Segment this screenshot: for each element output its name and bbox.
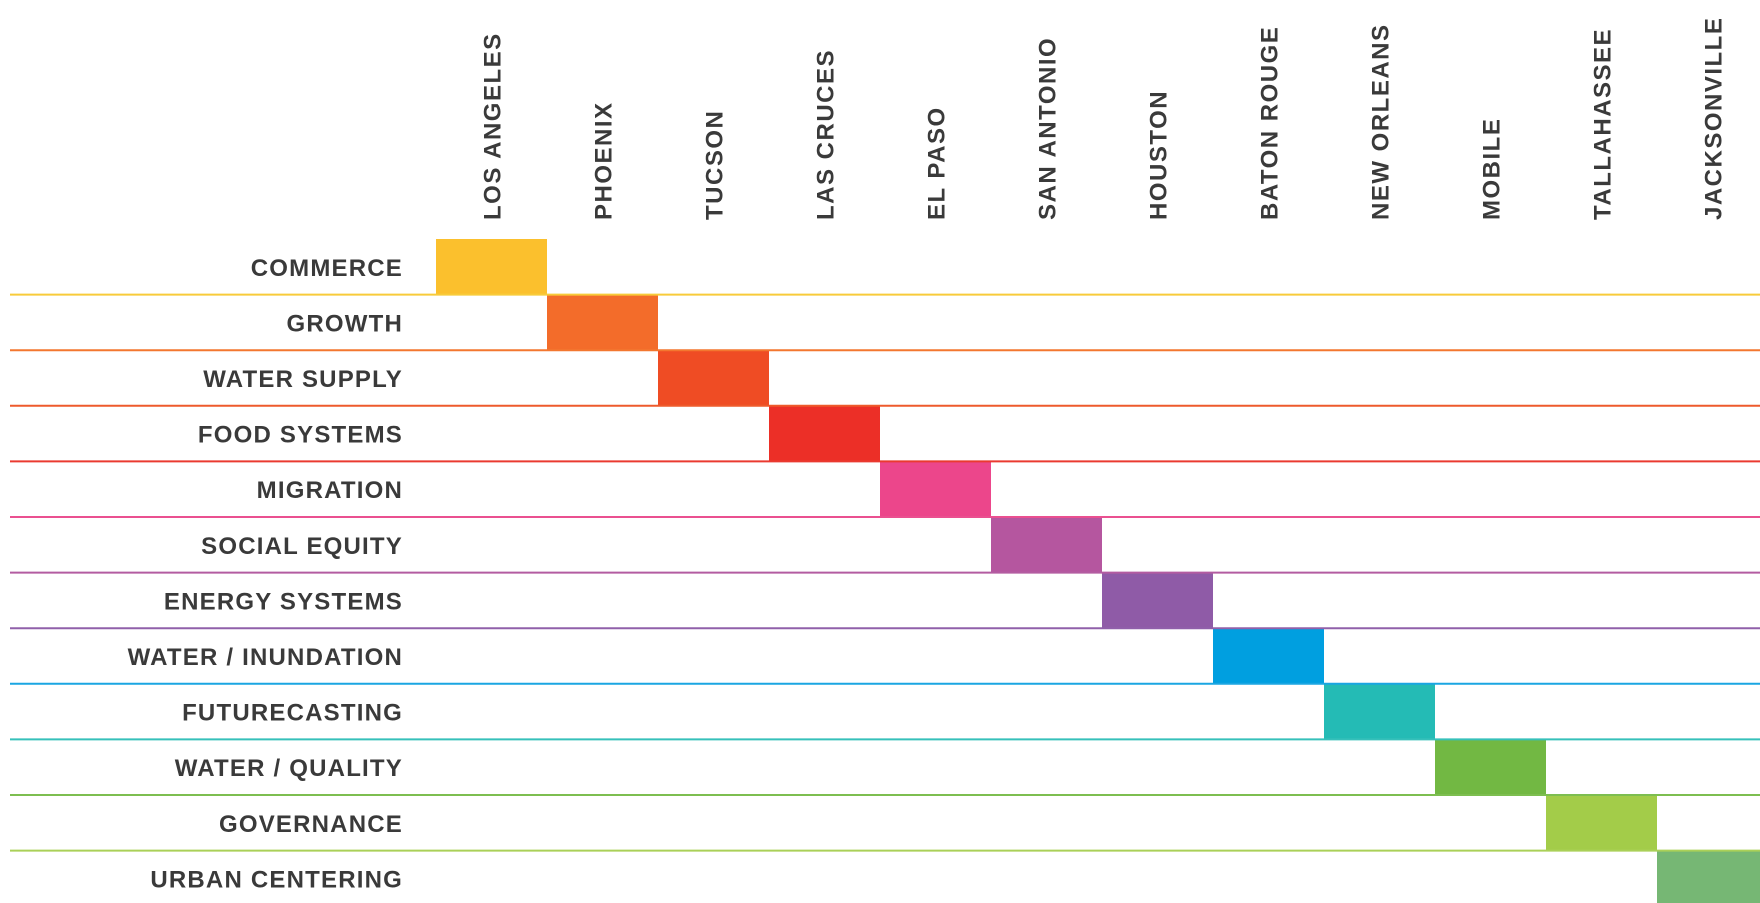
cell-water-quality [1435, 739, 1546, 795]
city-label-houston: HOUSTON [1146, 90, 1173, 220]
row-divider-lines [10, 293, 1760, 852]
city-label-el-paso: EL PASO [924, 106, 951, 220]
theme-cells [436, 239, 1760, 903]
cell-governance [1546, 795, 1657, 851]
theme-label-futurecasting: FUTURECASTING [182, 700, 403, 727]
cell-water-supply [658, 350, 769, 406]
theme-row-labels: COMMERCE GROWTH WATER SUPPLY FOOD SYSTEMS MI… [128, 255, 403, 894]
city-label-san-antonio: SAN ANTONIO [1035, 37, 1062, 220]
city-label-las-cruces: LAS CRUCES [813, 49, 840, 220]
theme-label-energy-systems: ENERGY SYSTEMS [164, 588, 403, 615]
theme-label-commerce: COMMERCE [251, 255, 403, 282]
theme-label-water-inundation: WATER / INUNDATION [128, 644, 403, 671]
city-label-new-orleans: NEW ORLEANS [1368, 24, 1395, 221]
theme-label-food-systems: FOOD SYSTEMS [198, 422, 403, 449]
cell-futurecasting [1324, 683, 1435, 740]
theme-label-governance: GOVERNANCE [219, 811, 403, 838]
theme-label-water-supply: WATER SUPPLY [203, 366, 403, 393]
cell-water-inundation [1213, 628, 1324, 684]
cell-urban-centering [1657, 850, 1760, 903]
theme-label-urban-centering: URBAN CENTERING [150, 866, 403, 893]
city-label-los-angeles: LOS ANGELES [480, 32, 507, 220]
city-label-tucson: TUCSON [702, 110, 729, 220]
cell-food-systems [769, 405, 880, 462]
city-label-jacksonville: JACKSONVILLE [1701, 17, 1728, 220]
cell-social-equity [991, 517, 1102, 573]
theme-label-migration: MIGRATION [257, 477, 403, 504]
cell-energy-systems [1102, 572, 1213, 629]
theme-label-social-equity: SOCIAL EQUITY [201, 533, 403, 560]
theme-label-growth: GROWTH [286, 310, 403, 337]
city-label-mobile: MOBILE [1479, 118, 1506, 220]
city-label-phoenix: PHOENIX [591, 101, 618, 220]
city-column-labels: LOS ANGELES PHOENIX TUCSON LAS CRUCES EL PAS… [480, 17, 1728, 220]
city-label-tallahassee: TALLAHASSEE [1590, 28, 1617, 220]
city-label-baton-rouge: BATON ROUGE [1257, 26, 1284, 220]
theme-label-water-quality: WATER / QUALITY [175, 755, 403, 782]
cell-growth [547, 294, 658, 351]
cell-migration [880, 461, 991, 517]
cell-commerce [436, 239, 547, 295]
